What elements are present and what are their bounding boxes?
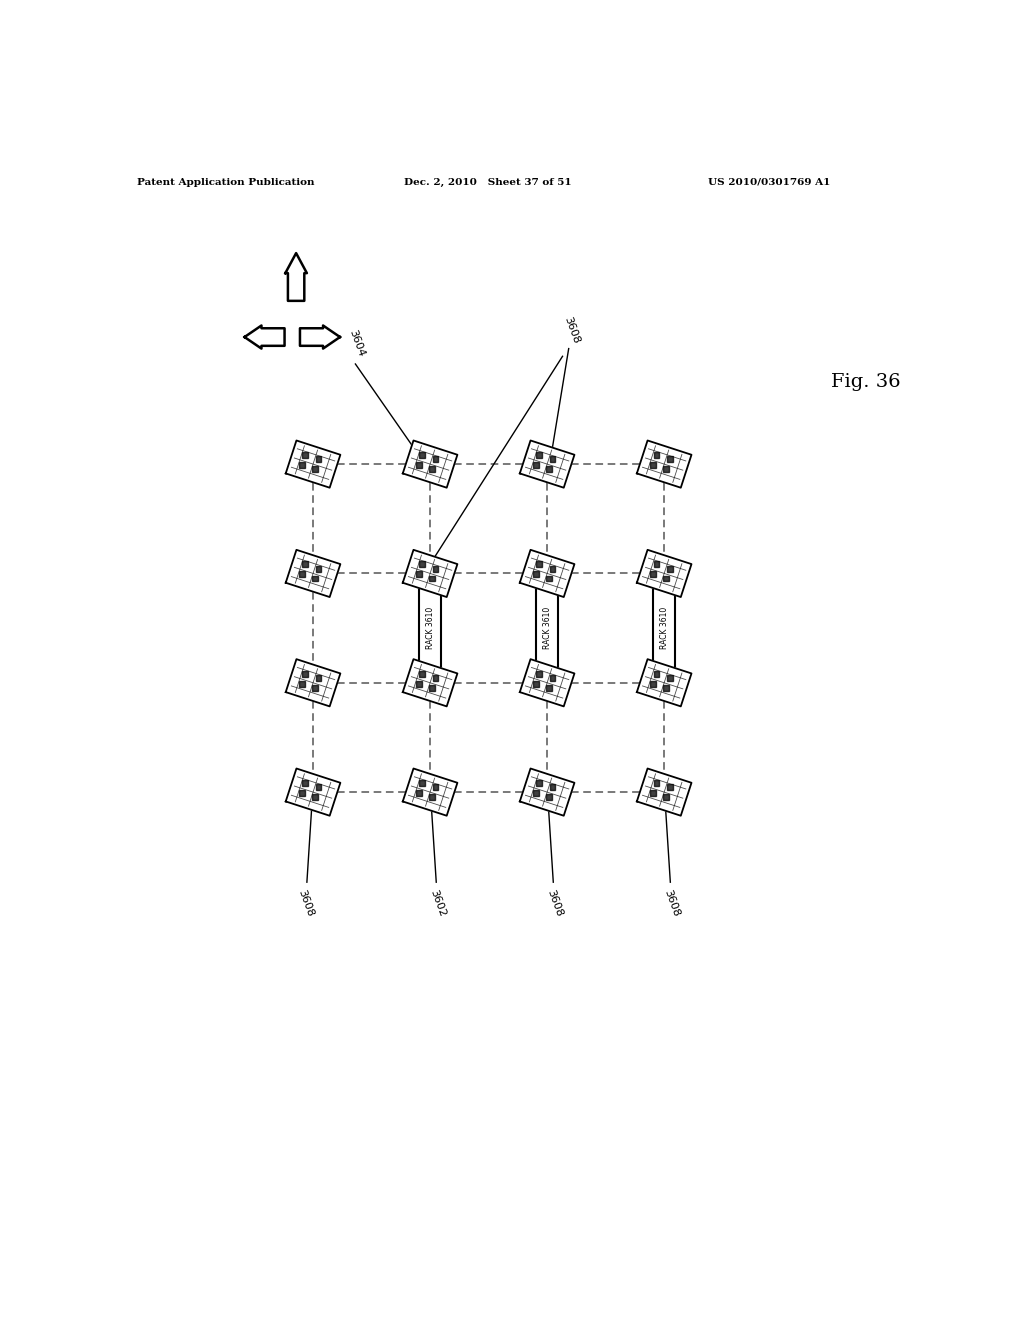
Polygon shape: [302, 451, 308, 458]
Polygon shape: [420, 561, 425, 568]
Polygon shape: [550, 675, 555, 681]
Polygon shape: [402, 768, 458, 816]
Polygon shape: [286, 441, 340, 487]
Polygon shape: [653, 561, 659, 568]
Polygon shape: [429, 685, 435, 690]
Polygon shape: [302, 561, 308, 568]
Polygon shape: [420, 780, 425, 785]
Polygon shape: [299, 462, 305, 467]
Text: 3608: 3608: [562, 315, 582, 345]
Polygon shape: [416, 462, 422, 467]
Polygon shape: [402, 659, 458, 706]
Polygon shape: [520, 441, 574, 487]
Polygon shape: [299, 572, 305, 577]
Polygon shape: [432, 784, 438, 791]
Polygon shape: [653, 451, 659, 458]
Polygon shape: [637, 768, 691, 816]
Polygon shape: [667, 784, 673, 791]
Polygon shape: [637, 441, 691, 487]
Text: 3604: 3604: [347, 329, 367, 359]
Polygon shape: [550, 784, 555, 791]
Polygon shape: [537, 451, 543, 458]
Bar: [419, 587, 441, 668]
Polygon shape: [547, 576, 552, 581]
Polygon shape: [637, 550, 691, 597]
Polygon shape: [534, 789, 539, 796]
Polygon shape: [315, 566, 322, 572]
Polygon shape: [550, 457, 555, 462]
Polygon shape: [664, 576, 670, 581]
Polygon shape: [312, 576, 318, 581]
Polygon shape: [286, 768, 340, 816]
Polygon shape: [520, 768, 574, 816]
Text: Patent Application Publication: Patent Application Publication: [137, 178, 314, 186]
Polygon shape: [664, 466, 670, 473]
Polygon shape: [534, 572, 539, 577]
Polygon shape: [537, 671, 543, 677]
Text: Dec. 2, 2010   Sheet 37 of 51: Dec. 2, 2010 Sheet 37 of 51: [403, 178, 571, 186]
Polygon shape: [653, 780, 659, 785]
Polygon shape: [432, 566, 438, 572]
Polygon shape: [650, 572, 656, 577]
Polygon shape: [416, 681, 422, 686]
Polygon shape: [653, 671, 659, 677]
Polygon shape: [650, 789, 656, 796]
Polygon shape: [416, 789, 422, 796]
Polygon shape: [664, 795, 670, 800]
Text: 3608: 3608: [546, 888, 564, 919]
Text: US 2010/0301769 A1: US 2010/0301769 A1: [708, 178, 830, 186]
Text: RACK 3610: RACK 3610: [659, 607, 669, 649]
Polygon shape: [286, 659, 340, 706]
Text: 3608: 3608: [296, 888, 314, 919]
Polygon shape: [312, 795, 318, 800]
Polygon shape: [315, 457, 322, 462]
Polygon shape: [286, 550, 340, 597]
Polygon shape: [429, 466, 435, 473]
Polygon shape: [534, 681, 539, 686]
Polygon shape: [547, 795, 552, 800]
Polygon shape: [402, 441, 458, 487]
Polygon shape: [245, 326, 285, 348]
Polygon shape: [299, 681, 305, 686]
Polygon shape: [537, 561, 543, 568]
Polygon shape: [315, 675, 322, 681]
Text: Fig. 36: Fig. 36: [831, 372, 901, 391]
Polygon shape: [650, 462, 656, 467]
Polygon shape: [547, 466, 552, 473]
Polygon shape: [300, 326, 340, 348]
Polygon shape: [420, 671, 425, 677]
Polygon shape: [664, 685, 670, 690]
Polygon shape: [650, 681, 656, 686]
Polygon shape: [402, 550, 458, 597]
Polygon shape: [432, 675, 438, 681]
Polygon shape: [416, 572, 422, 577]
Text: 3608: 3608: [663, 888, 681, 919]
Bar: [537, 587, 558, 668]
Polygon shape: [312, 685, 318, 690]
Text: 3602: 3602: [428, 888, 447, 919]
Polygon shape: [520, 550, 574, 597]
Text: RACK 3610: RACK 3610: [543, 607, 552, 649]
Bar: [653, 587, 675, 668]
Polygon shape: [537, 780, 543, 785]
Polygon shape: [550, 566, 555, 572]
Polygon shape: [534, 462, 539, 467]
Polygon shape: [547, 685, 552, 690]
Polygon shape: [667, 675, 673, 681]
Polygon shape: [667, 457, 673, 462]
Polygon shape: [420, 451, 425, 458]
Polygon shape: [429, 795, 435, 800]
Polygon shape: [286, 253, 307, 301]
Polygon shape: [667, 566, 673, 572]
Polygon shape: [299, 789, 305, 796]
Polygon shape: [520, 659, 574, 706]
Polygon shape: [637, 659, 691, 706]
Polygon shape: [312, 466, 318, 473]
Polygon shape: [302, 671, 308, 677]
Polygon shape: [315, 784, 322, 791]
Text: RACK 3610: RACK 3610: [426, 607, 434, 649]
Polygon shape: [302, 780, 308, 785]
Polygon shape: [429, 576, 435, 581]
Polygon shape: [432, 457, 438, 462]
